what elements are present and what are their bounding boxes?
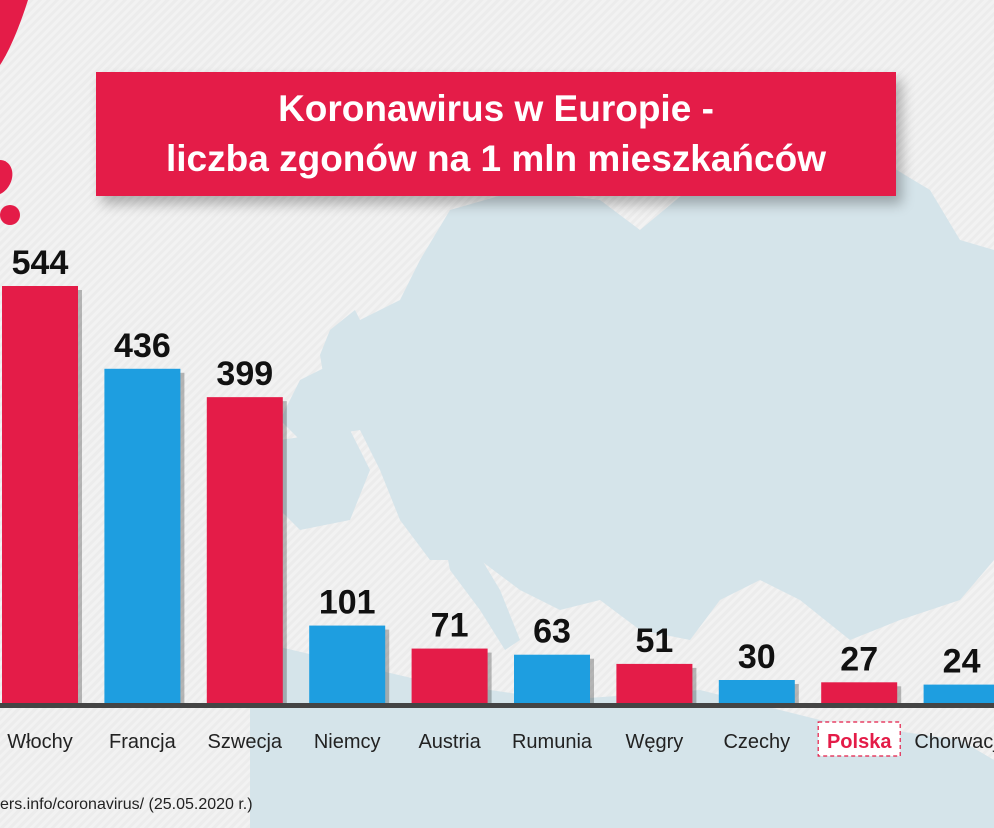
category-label: Rumunia (512, 731, 593, 753)
map-italy (440, 520, 520, 650)
value-label: 544 (12, 244, 69, 282)
chart-title-line-1: Koronawirus w Europie - (278, 88, 714, 129)
category-label: Polska (827, 731, 892, 753)
category-label: Austria (418, 731, 481, 753)
bar-szwecja (206, 397, 283, 703)
source-note: ers.info/coronavirus/ (25.05.2020 r.) (0, 796, 253, 813)
bar-węgry (616, 663, 693, 703)
value-label: 101 (319, 584, 376, 622)
map-scandinavia (480, 200, 590, 340)
value-label: 24 (943, 643, 981, 681)
bar-czechy (718, 680, 795, 703)
x-axis-line (0, 703, 994, 708)
red-drop-shape (0, 0, 28, 65)
bar-rumunia (514, 654, 590, 703)
highlight-box (817, 721, 901, 757)
red-blob-shape (0, 160, 13, 194)
category-label: Chorwacja (914, 731, 994, 753)
bar-niemcy (309, 625, 386, 703)
bar-austria (411, 648, 488, 703)
bar-polska (821, 682, 898, 703)
chart-title-box: Koronawirus w Europie - liczba zgonów na… (96, 72, 896, 196)
category-label: Szwecja (208, 731, 283, 753)
map-iberia (270, 430, 370, 530)
value-label: 51 (635, 622, 673, 660)
category-label: Włochy (7, 731, 73, 753)
category-label: Francja (109, 731, 177, 753)
category-label: Niemcy (314, 731, 381, 753)
map-britain (320, 310, 370, 400)
red-dot-shape (0, 205, 20, 225)
value-label: 30 (738, 638, 776, 676)
value-label: 436 (114, 327, 171, 365)
category-label: Czechy (723, 731, 790, 753)
bar-chorwacja (923, 684, 994, 703)
value-label: 27 (840, 640, 878, 678)
chart-title-line-2: liczba zgonów na 1 mln mieszkańców (166, 138, 826, 179)
decorative-drop-shape (0, 0, 28, 225)
value-label: 71 (431, 607, 469, 645)
value-label: 63 (533, 613, 571, 651)
map-landmass (280, 130, 994, 640)
bar-włochy (2, 286, 78, 703)
category-label: Węgry (626, 731, 684, 753)
value-label: 399 (216, 355, 273, 393)
bar-francja (104, 368, 181, 703)
